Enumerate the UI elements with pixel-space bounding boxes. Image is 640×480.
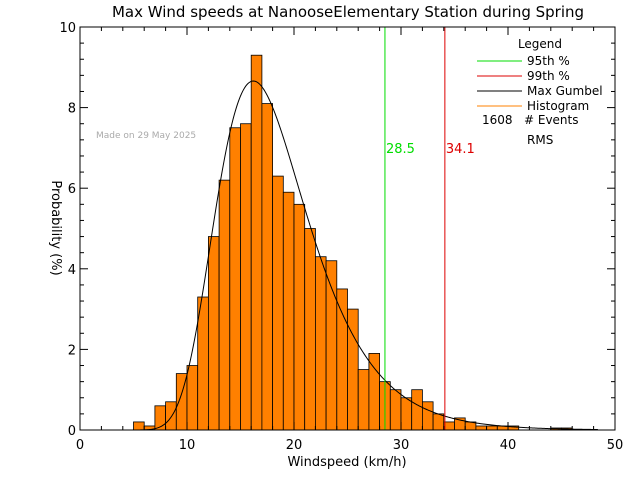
histogram-bar-15 (240, 123, 252, 431)
histogram-bar-22 (314, 256, 327, 431)
x-tick-label-20: 20 (286, 438, 303, 453)
histogram-bar-17 (261, 103, 273, 431)
histogram-bar-32 (421, 401, 434, 431)
histogram-bar-26 (357, 369, 370, 431)
y-axis-ticks: 0 2 4 6 8 10 (59, 21, 615, 439)
histogram-bar-20 (293, 203, 306, 431)
histogram-bar-23 (325, 260, 338, 431)
y-tick-label-10: 10 (59, 21, 76, 36)
histogram-bar-10 (186, 365, 199, 431)
histogram-bar-37 (475, 425, 487, 431)
histogram-bar-19 (282, 191, 295, 431)
histogram-bar-21 (304, 228, 316, 431)
histogram-bar-5 (133, 421, 145, 431)
y-tick-label-8: 8 (68, 102, 76, 117)
plot-frame (79, 26, 616, 431)
histogram-bar-14 (229, 127, 241, 431)
x-tick-label-0: 0 (76, 438, 84, 453)
legend-entry-label-0: 95th % (527, 54, 570, 68)
legend-rms-label: RMS (527, 133, 553, 147)
y-tick-label-6: 6 (68, 182, 76, 197)
y-tick-label-2: 2 (68, 343, 76, 358)
histogram-bar-18 (272, 175, 284, 431)
histogram-bar-33 (432, 413, 445, 431)
histogram-bar-27 (368, 353, 380, 431)
chart-title: Max Wind speeds at NanooseElementary Sta… (112, 3, 584, 21)
x-tick-label-30: 30 (393, 438, 410, 453)
histogram-bar-11 (197, 296, 209, 431)
legend-entry-label-2: Max Gumbel (527, 84, 603, 98)
legend-entry-label-1: 99th % (527, 69, 570, 83)
histogram-bar-24 (336, 288, 348, 431)
legend-events-count: 1608 (482, 113, 513, 127)
y-tick-label-0: 0 (68, 424, 76, 439)
y-axis-label: Probability (%) (48, 180, 63, 275)
histogram-bar-30 (400, 397, 413, 431)
legend-title: Legend (518, 37, 562, 51)
histogram-bar-34 (443, 421, 455, 431)
histogram-bar-29 (389, 389, 402, 431)
legend-events-label: # Events (524, 113, 579, 127)
percentile-lines: 28.5 34.1 (384, 27, 475, 430)
histogram-bar-8 (165, 401, 177, 431)
x-tick-label-10: 10 (179, 438, 196, 453)
made-on-stamp: Made on 29 May 2025 (96, 131, 196, 141)
y-tick-label-4: 4 (68, 263, 76, 278)
histogram-bar-13 (218, 179, 231, 431)
x-tick-label-50: 50 (607, 438, 624, 453)
histogram-bar-12 (207, 236, 220, 431)
x-axis-label: Windspeed (km/h) (287, 455, 406, 470)
histogram-bar-31 (411, 389, 423, 431)
x-tick-label-40: 40 (500, 438, 517, 453)
x-axis-ticks: 0 10 20 30 40 50 (76, 27, 623, 453)
percentile-value-label-0: 28.5 (386, 142, 415, 157)
legend-entry-label-3: Histogram (527, 99, 589, 113)
gumbel-curve (133, 80, 598, 431)
histogram-bar-16 (250, 54, 263, 431)
percentile-value-label-1: 34.1 (446, 142, 475, 157)
histogram-bar-38 (486, 425, 498, 431)
